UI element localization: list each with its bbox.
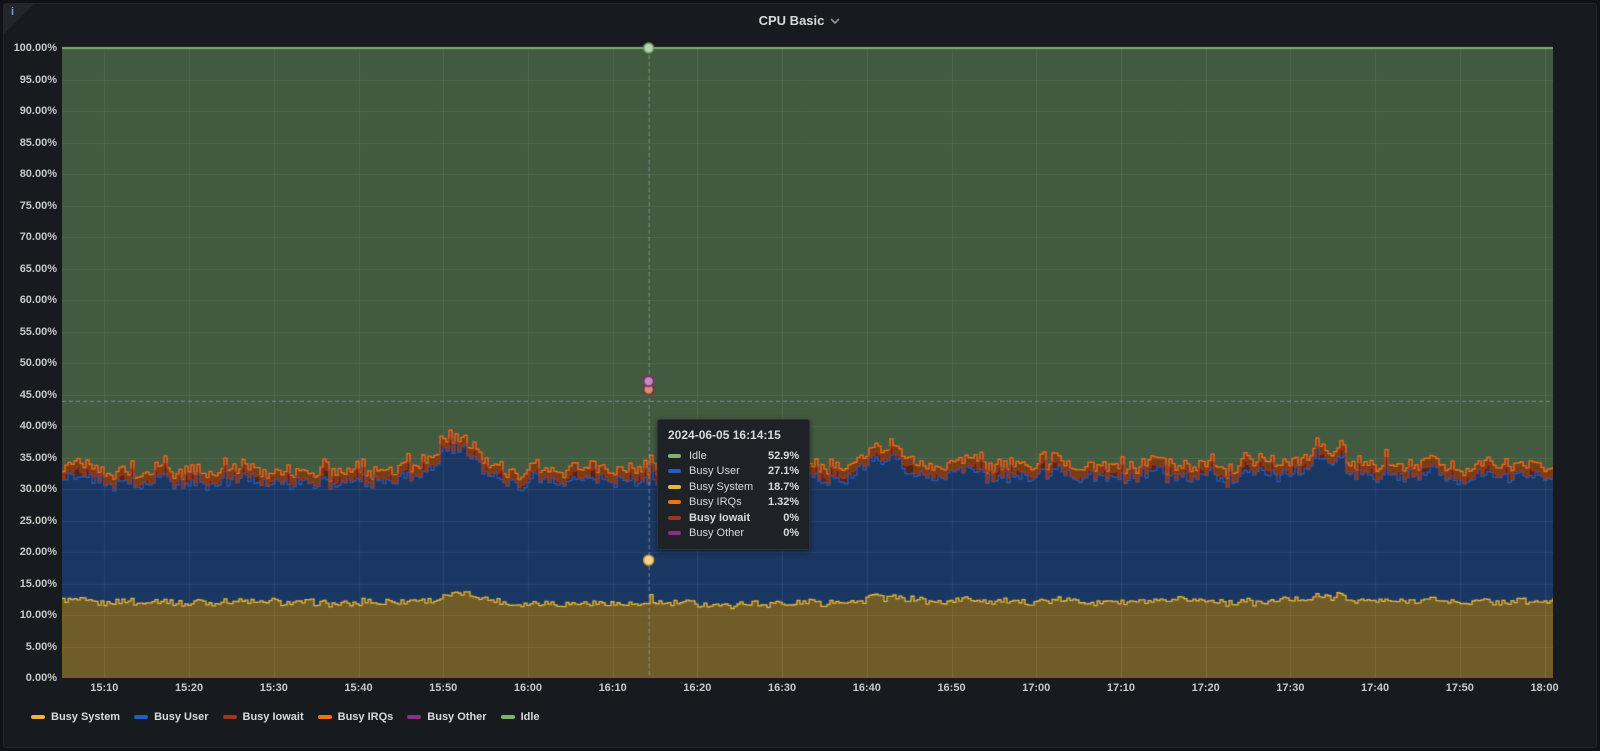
x-axis-label: 16:20 xyxy=(683,682,712,694)
x-axis-label: 15:30 xyxy=(259,682,288,694)
x-axis-label: 17:30 xyxy=(1276,682,1305,694)
legend-item[interactable]: Busy IRQs xyxy=(317,711,394,723)
y-axis-label: 85.00% xyxy=(19,136,57,149)
y-axis-label: 80.00% xyxy=(19,168,57,180)
x-axis-label: 17:10 xyxy=(1106,682,1135,694)
legend-item[interactable]: Idle xyxy=(500,711,540,723)
x-axis-label: 17:40 xyxy=(1361,682,1390,694)
legend-swatch xyxy=(222,715,237,719)
panel-title: CPU Basic xyxy=(758,12,825,28)
panel-info-corner[interactable] xyxy=(4,4,34,34)
y-axis-label: 30.00% xyxy=(19,483,57,495)
legend-label: Busy System xyxy=(51,711,121,723)
tooltip-row: Busy Iowait 0% xyxy=(668,510,799,526)
cpu-chart-canvas[interactable] xyxy=(62,38,1553,678)
tooltip-series-value: 1.32% xyxy=(767,496,800,509)
y-axis-label: 25.00% xyxy=(19,514,57,527)
tooltip: 2024-06-05 16:14:15 Idle 52.9% Busy User 27… xyxy=(657,419,811,550)
y-axis-label: 35.00% xyxy=(19,451,57,464)
legend-swatch xyxy=(500,715,515,719)
y-axis-label: 0.00% xyxy=(25,672,57,684)
tooltip-series-value: 52.9% xyxy=(767,449,800,462)
y-axis-label: 15.00% xyxy=(19,577,57,590)
legend-label: Busy Other xyxy=(427,711,487,723)
x-axis-label: 15:10 xyxy=(90,682,119,694)
tooltip-series-value: 0% xyxy=(783,527,800,540)
x-axis-label: 16:30 xyxy=(768,682,797,694)
tooltip-series-label: Busy System xyxy=(689,480,754,493)
y-axis-label: 60.00% xyxy=(19,294,57,306)
x-axis-label: 17:00 xyxy=(1022,682,1051,694)
legend-label: Busy IRQs xyxy=(337,711,394,723)
chevron-down-icon xyxy=(831,18,840,24)
legend-item[interactable]: Busy User xyxy=(134,711,209,723)
tooltip-row: Busy Other 0% xyxy=(668,526,799,542)
tooltip-row: Busy IRQs 1.32% xyxy=(668,495,799,511)
y-axis-label: 10.00% xyxy=(19,609,57,621)
tooltip-series-swatch xyxy=(668,469,681,474)
legend-swatch xyxy=(134,715,149,719)
legend-label: Busy Iowait xyxy=(242,711,304,723)
legend-swatch xyxy=(31,715,45,719)
tooltip-series-swatch xyxy=(668,500,681,505)
y-axis-label: 55.00% xyxy=(19,325,57,338)
legend-item[interactable]: Busy Iowait xyxy=(222,711,304,723)
y-axis-label: 70.00% xyxy=(19,231,57,243)
tooltip-series-value: 0% xyxy=(783,511,800,524)
y-axis-label: 50.00% xyxy=(19,357,57,369)
legend-swatch xyxy=(317,715,332,719)
tooltip-series-label: Idle xyxy=(689,449,707,462)
legend: Busy System Busy User Busy Iowait Busy IRQs… xyxy=(31,711,540,723)
tooltip-row: Busy User 27.1% xyxy=(668,464,799,480)
tooltip-timestamp: 2024-06-05 16:14:15 xyxy=(668,428,781,442)
x-axis-label: 15:40 xyxy=(344,682,373,694)
info-icon[interactable]: i xyxy=(11,6,15,18)
panel-header-menu[interactable]: CPU Basic xyxy=(0,6,1600,34)
x-axis-label: 17:20 xyxy=(1191,682,1220,694)
tooltip-series-swatch xyxy=(668,484,681,489)
x-axis-label: 16:00 xyxy=(513,682,542,694)
tooltip-series-value: 27.1% xyxy=(767,465,800,478)
tooltip-series-swatch xyxy=(668,531,681,536)
legend-item[interactable]: Busy Other xyxy=(407,711,487,723)
y-axis-label: 75.00% xyxy=(19,199,57,212)
y-axis-label: 45.00% xyxy=(19,388,57,401)
y-axis-label: 20.00% xyxy=(19,546,57,558)
tooltip-series-swatch xyxy=(668,453,681,458)
x-axis-label: 15:20 xyxy=(174,682,204,694)
x-axis-label: 15:50 xyxy=(429,682,458,694)
x-axis-label: 18:00 xyxy=(1530,682,1559,694)
x-axis-label: 16:40 xyxy=(852,682,881,694)
y-axis-label: 65.00% xyxy=(19,262,57,275)
y-axis-label: 100.00% xyxy=(13,42,57,54)
tooltip-series-value: 18.7% xyxy=(767,480,800,493)
legend-item[interactable]: Busy System xyxy=(31,711,120,723)
tooltip-series-swatch xyxy=(668,515,681,520)
x-axis-label: 17:50 xyxy=(1445,682,1474,694)
legend-label: Idle xyxy=(520,711,540,723)
y-axis-label: 95.00% xyxy=(19,73,57,86)
legend-label: Busy User xyxy=(154,711,209,723)
tooltip-row: Busy System 18.7% xyxy=(668,479,799,495)
tooltip-rows: Idle 52.9% Busy User 27.1% Busy System 18.7% B… xyxy=(668,448,799,541)
y-axis-label: 5.00% xyxy=(25,640,57,653)
x-axis-label: 16:10 xyxy=(598,682,627,694)
tooltip-series-label: Busy Iowait xyxy=(689,511,751,524)
y-axis-label: 40.00% xyxy=(19,420,57,432)
tooltip-series-label: Busy User xyxy=(689,465,740,478)
x-axis-label: 16:50 xyxy=(937,682,966,694)
tooltip-row: Idle 52.9% xyxy=(668,448,799,464)
tooltip-series-label: Busy IRQs xyxy=(689,496,742,509)
y-axis-label: 90.00% xyxy=(19,105,57,117)
legend-swatch xyxy=(407,715,422,719)
tooltip-series-label: Busy Other xyxy=(689,527,745,540)
